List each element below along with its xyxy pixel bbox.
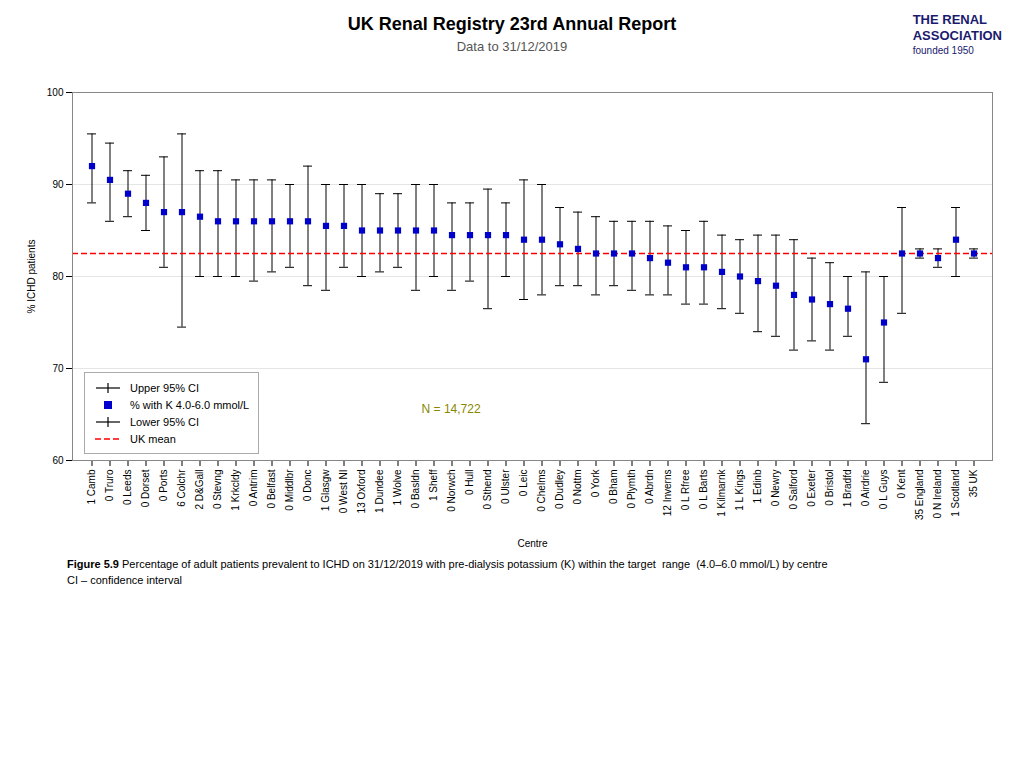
svg-text:0 Basldn: 0 Basldn <box>410 470 421 509</box>
svg-text:0 Donc: 0 Donc <box>302 470 313 502</box>
svg-text:100: 100 <box>47 87 64 98</box>
svg-text:0 Kent: 0 Kent <box>896 469 907 498</box>
html-text:founded 1950: founded 1950 <box>912 44 974 56</box>
svg-text:1 Dundee: 1 Dundee <box>374 469 385 513</box>
svg-text:13 Oxford: 13 Oxford <box>356 470 367 514</box>
svg-text:0 L Barts: 0 L Barts <box>698 470 709 510</box>
svg-text:0 Belfast: 0 Belfast <box>266 469 277 508</box>
svg-text:12 Inverns: 12 Inverns <box>662 470 673 517</box>
svg-text:35 England: 35 England <box>914 470 925 521</box>
svg-text:0 Dudley: 0 Dudley <box>554 470 565 509</box>
html-text:% with K 4.0-6.0 mmol/L: % with K 4.0-6.0 mmol/L <box>130 398 250 411</box>
html-text:Figure 5.9 Percentage of adult: Figure 5.9 Percentage of adult patients … <box>67 558 828 570</box>
svg-text:0 Bham: 0 Bham <box>608 470 619 504</box>
html-text:CI – confidence interval: CI – confidence interval <box>67 574 182 586</box>
svg-text:1 Kilmarnk: 1 Kilmarnk <box>716 469 727 517</box>
html-text:N = 14,722: N = 14,722 <box>421 401 481 416</box>
svg-text:0 Hull: 0 Hull <box>464 470 475 496</box>
svg-text:60: 60 <box>52 455 64 466</box>
svg-text:0 York: 0 York <box>590 469 601 498</box>
svg-text:0 Leeds: 0 Leeds <box>122 470 133 506</box>
svg-text:0 Newry: 0 Newry <box>770 470 781 507</box>
svg-text:0 Plymth: 0 Plymth <box>626 470 637 509</box>
svg-text:0 West NI: 0 West NI <box>338 470 349 514</box>
svg-text:0 Dorset: 0 Dorset <box>140 469 151 507</box>
svg-text:Centre: Centre <box>517 538 547 549</box>
svg-text:0 Abrdn: 0 Abrdn <box>644 470 655 504</box>
svg-text:0 N Ireland: 0 N Ireland <box>932 470 943 519</box>
svg-text:70: 70 <box>52 363 64 374</box>
html-text:UK Renal Registry 23rd Annual: UK Renal Registry 23rd Annual Report <box>347 14 677 34</box>
svg-text:0 Middlbr: 0 Middlbr <box>284 469 295 511</box>
svg-text:0 Ports: 0 Ports <box>158 470 169 502</box>
svg-text:0 Ulster: 0 Ulster <box>500 469 511 504</box>
html-text:Lower 95% CI: Lower 95% CI <box>130 415 200 428</box>
html-text:Data to 31/12/2019: Data to 31/12/2019 <box>456 39 568 54</box>
svg-text:0 Norwch: 0 Norwch <box>446 470 457 512</box>
svg-text:0 Nottm: 0 Nottm <box>572 470 583 505</box>
svg-text:0 Airdrie: 0 Airdrie <box>860 469 871 506</box>
svg-text:0 L Guys: 0 L Guys <box>878 470 889 510</box>
svg-text:1 Bradfd: 1 Bradfd <box>842 470 853 508</box>
svg-text:35 UK: 35 UK <box>968 469 979 497</box>
svg-text:1 Wolve: 1 Wolve <box>392 469 403 505</box>
svg-text:1 L Kings: 1 L Kings <box>734 470 745 511</box>
svg-text:0 Stevng: 0 Stevng <box>212 470 223 509</box>
svg-text:1 Sheff: 1 Sheff <box>428 469 439 501</box>
svg-text:1 Edinb: 1 Edinb <box>752 469 763 503</box>
svg-text:0 Chelms: 0 Chelms <box>536 470 547 512</box>
svg-text:0 Sthend: 0 Sthend <box>482 470 493 510</box>
svg-text:% ICHD patients: % ICHD patients <box>26 240 37 314</box>
svg-text:1 Scotland: 1 Scotland <box>950 470 961 517</box>
html-text:Upper 95% CI: Upper 95% CI <box>130 381 200 394</box>
svg-text:1 Krkcldy: 1 Krkcldy <box>230 470 241 511</box>
svg-text:0 Exeter: 0 Exeter <box>806 469 817 507</box>
svg-text:0 Truro: 0 Truro <box>104 469 115 501</box>
svg-text:1 Camb: 1 Camb <box>86 469 97 504</box>
svg-text:2 D&Gall: 2 D&Gall <box>194 470 205 510</box>
html-text:UK mean: UK mean <box>130 432 176 445</box>
html-text:ASSOCIATION: ASSOCIATION <box>912 28 1002 44</box>
svg-text:0 Salford: 0 Salford <box>788 470 799 510</box>
svg-text:90: 90 <box>52 179 64 190</box>
svg-text:0 Antrim: 0 Antrim <box>248 470 259 507</box>
svg-text:80: 80 <box>52 271 64 282</box>
svg-text:0 Bristol: 0 Bristol <box>824 470 835 506</box>
html-text:THE RENAL: THE RENAL <box>912 12 988 27</box>
svg-text:1 Glasgw: 1 Glasgw <box>320 469 331 511</box>
svg-text:0 Leic: 0 Leic <box>518 470 529 497</box>
svg-text:6 Colchr: 6 Colchr <box>176 469 187 507</box>
svg-text:0 L Rfree: 0 L Rfree <box>680 469 691 510</box>
